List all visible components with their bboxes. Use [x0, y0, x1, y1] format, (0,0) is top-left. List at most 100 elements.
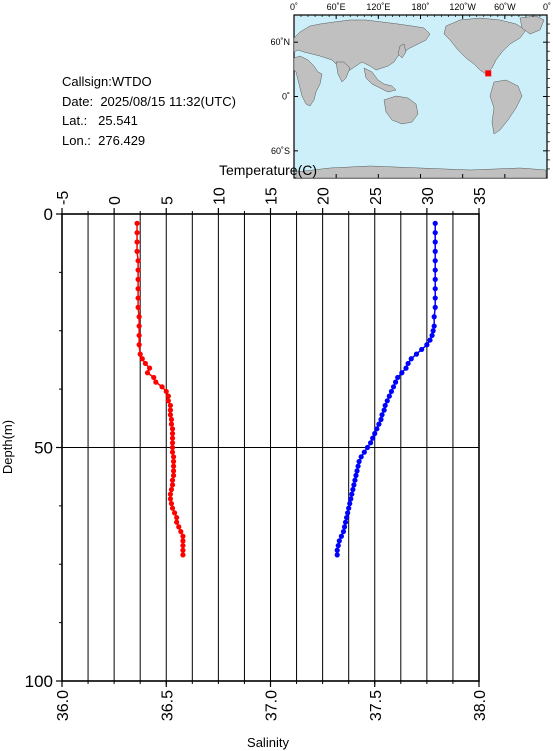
- temperature-tick-label: 30: [420, 187, 437, 205]
- temperature-point: [419, 346, 425, 353]
- temperature-point: [432, 267, 438, 273]
- lat-value: 25.541: [98, 113, 138, 128]
- temperature-point: [367, 440, 374, 446]
- temperature-point: [432, 230, 438, 236]
- temperature-point: [353, 472, 359, 479]
- depth-tick-labels: 0 50 100: [25, 205, 53, 691]
- temperature-point: [395, 374, 401, 381]
- temperature-point: [430, 328, 436, 334]
- land-europe-asia: [293, 19, 431, 73]
- callsign-value: WTDO: [111, 74, 152, 89]
- temperature-point: [374, 426, 380, 432]
- station-marker: [485, 70, 492, 77]
- temperature-point: [431, 323, 437, 329]
- lat-label: Lat.:: [62, 113, 88, 128]
- salinity-point: [169, 440, 176, 446]
- salinity-point: [159, 384, 165, 390]
- temperature-point: [429, 332, 435, 339]
- salinity-point: [176, 524, 182, 530]
- salinity-point: [163, 388, 169, 395]
- temperature-point: [341, 524, 348, 530]
- land-se-asia: [363, 67, 397, 93]
- temperature-point: [384, 398, 390, 404]
- lat-row: Lat.: 25.541: [62, 111, 236, 131]
- salinity-point: [165, 393, 171, 399]
- salinity-tick-label: 36.0: [55, 690, 72, 721]
- temperature-point: [355, 463, 361, 469]
- temperature-series: [334, 220, 438, 558]
- salinity-point: [174, 514, 180, 521]
- salinity-point: [171, 510, 178, 516]
- temperature-point: [424, 342, 430, 348]
- salinity-point: [136, 332, 142, 339]
- temperature-point: [427, 337, 433, 343]
- salinity-point: [137, 351, 143, 357]
- chart-grid: [61, 214, 480, 681]
- temperature-point: [376, 421, 382, 427]
- temperature-point: [372, 430, 378, 437]
- land-greenland: [519, 15, 545, 35]
- temperature-point: [349, 491, 355, 497]
- depth-axis-label: Depth(m): [0, 420, 15, 474]
- lon-row: Lon.: 276.429: [62, 131, 236, 151]
- temperature-tick-labels: -5 0 5 10 15 20 25 30 35: [55, 187, 489, 205]
- temperature-point: [405, 360, 411, 367]
- salinity-point: [170, 454, 177, 460]
- salinity-tick-label: 38.0: [472, 690, 489, 721]
- salinity-point: [180, 542, 186, 549]
- temperature-point: [361, 449, 367, 455]
- salinity-point: [180, 552, 186, 558]
- series-layer: [134, 220, 438, 558]
- temperature-point: [378, 416, 384, 423]
- land-north-america: [443, 17, 527, 75]
- temperature-tick-label: 35: [472, 187, 489, 205]
- temperature-point: [344, 514, 350, 521]
- temperature-point: [354, 468, 360, 474]
- salinity-point: [136, 342, 142, 348]
- temperature-point: [358, 454, 364, 460]
- salinity-point: [169, 430, 176, 437]
- depth-tick-label: 100: [25, 672, 53, 691]
- map-lon-label: 180˚: [411, 2, 429, 12]
- temperature-point: [432, 295, 438, 301]
- date-row: Date: 2025/08/15 11:32(UTC): [62, 92, 236, 112]
- temperature-point: [370, 435, 376, 441]
- land-africa: [293, 55, 323, 107]
- temperature-point: [432, 276, 438, 282]
- temperature-point: [335, 542, 341, 549]
- salinity-point: [167, 496, 174, 502]
- temperature-point: [350, 486, 356, 493]
- salinity-point: [139, 356, 145, 362]
- temperature-tick-label: 25: [368, 187, 385, 205]
- temperature-point: [408, 356, 414, 362]
- salinity-point: [169, 505, 176, 511]
- salinity-point: [135, 258, 141, 264]
- salinity-point: [174, 519, 180, 525]
- temperature-point: [432, 286, 438, 292]
- salinity-point: [168, 416, 175, 423]
- temperature-point: [432, 258, 438, 264]
- salinity-point: [169, 449, 176, 455]
- temperature-point: [351, 482, 357, 488]
- salinity-point: [134, 239, 140, 245]
- map-lon-label: 120˚W: [449, 2, 476, 12]
- lon-value: 276.429: [98, 132, 146, 148]
- salinity-point: [167, 402, 174, 409]
- salinity-point: [151, 374, 157, 381]
- salinity-point: [170, 472, 177, 479]
- map-lon-label: 60˚W: [494, 2, 516, 12]
- salinity-point: [135, 286, 141, 292]
- temperature-point: [342, 519, 349, 525]
- temperature-tick-label: 10: [211, 187, 228, 205]
- temperature-tick-label: 0: [107, 196, 124, 205]
- salinity-point: [169, 444, 176, 451]
- salinity-axis-label: Salinity: [247, 735, 289, 750]
- temperature-tick-label: 20: [316, 187, 333, 205]
- temperature-point: [347, 500, 353, 507]
- station-info: Callsign:WTDO Date: 2025/08/15 11:32(UTC…: [62, 72, 236, 150]
- salinity-point: [136, 314, 142, 320]
- map-land: [293, 15, 547, 179]
- salinity-point: [142, 360, 148, 367]
- map-lon-label: 0˚: [543, 2, 551, 12]
